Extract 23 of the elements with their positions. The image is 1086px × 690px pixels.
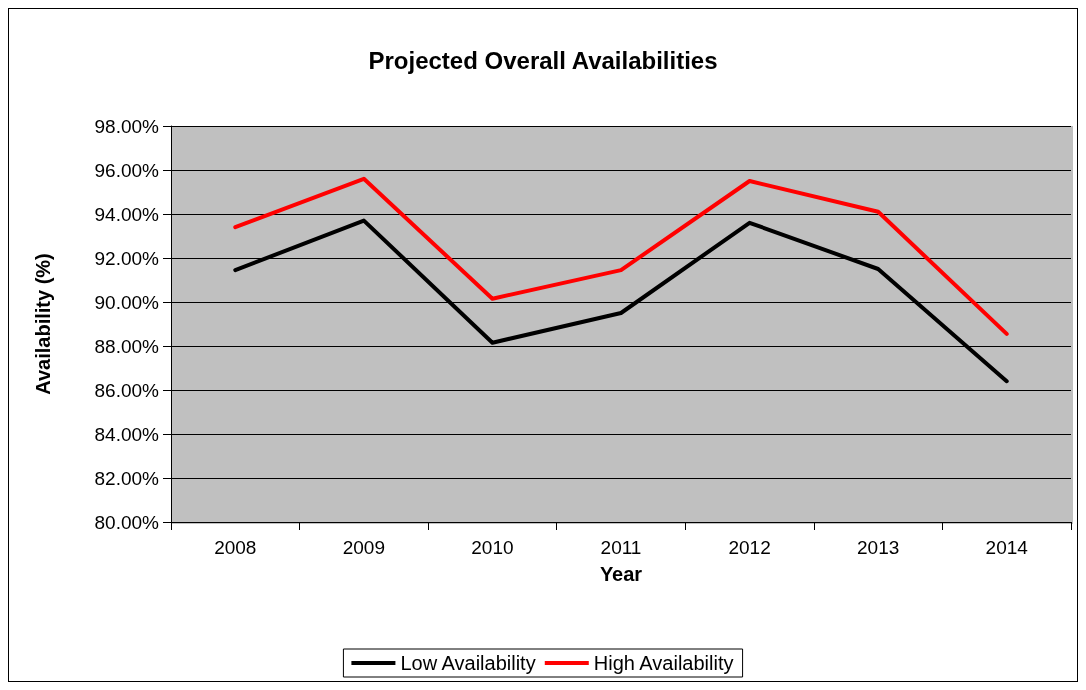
y-tick-label: 98.00%	[94, 115, 160, 137]
x-tick-label: 2014	[985, 537, 1029, 558]
x-axis-title: Year	[599, 563, 643, 585]
x-tick-label: 2009	[342, 537, 385, 558]
x-tick-label: 2012	[728, 537, 771, 558]
x-tick-label: 2010	[471, 537, 514, 558]
y-tick-label: 80.00%	[94, 511, 160, 533]
y-tick-label: 94.00%	[94, 203, 160, 225]
chart-title: Projected Overall Availabilities	[368, 46, 718, 74]
x-tick-label: 2013	[857, 537, 900, 558]
legend-label: High Availability	[593, 652, 734, 674]
y-tick-label: 96.00%	[94, 159, 160, 181]
y-tick-label: 90.00%	[94, 291, 160, 313]
line-series	[233, 176, 1009, 336]
x-tick-label: 2011	[600, 537, 642, 558]
y-tick-label: 86.00%	[94, 379, 160, 401]
y-tick-label: 84.00%	[94, 423, 160, 445]
legend-label: Low Availability	[400, 652, 536, 674]
y-tick-label: 88.00%	[94, 335, 160, 357]
y-axis-title: Availability (%)	[32, 253, 54, 395]
x-tick-label: 2008	[214, 537, 257, 558]
y-tick-label: 82.00%	[94, 467, 160, 489]
y-tick-label: 92.00%	[94, 247, 160, 269]
